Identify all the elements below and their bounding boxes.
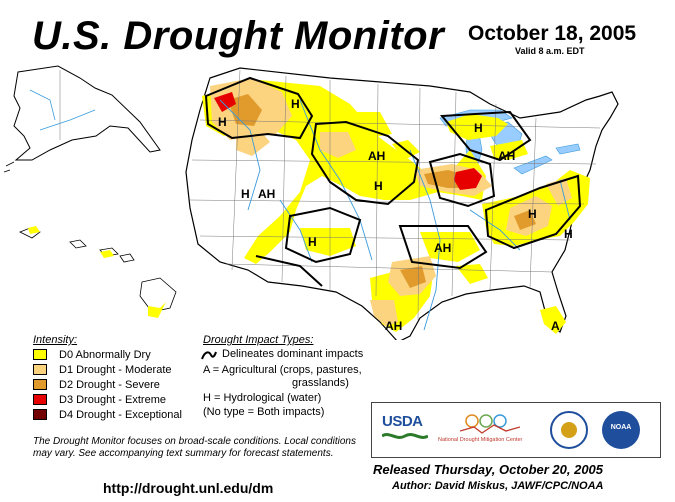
intensity-legend-title: Intensity:: [33, 334, 78, 346]
impact-type-both: (No type = Both impacts): [203, 406, 325, 418]
legend-swatch: [33, 409, 47, 420]
partner-logos: USDA National Drought Mitigation Center …: [371, 402, 661, 458]
ndmc-logo: National Drought Mitigation Center: [438, 411, 538, 451]
lake-erie: [513, 155, 553, 175]
impact-label: H: [564, 227, 573, 241]
legend-label: D4 Drought - Exceptional: [59, 408, 182, 421]
impact-label: H: [374, 179, 383, 193]
rivers: [219, 99, 571, 331]
noaa-logo: NOAA: [602, 411, 640, 449]
usda-logo: USDA: [382, 413, 428, 445]
lake-ontario: [555, 143, 581, 155]
impact-label: H: [241, 187, 250, 201]
disclaimer-note: The Drought Monitor focuses on broad-sca…: [33, 436, 356, 459]
release-date: Released Thursday, October 20, 2005: [373, 462, 604, 477]
d3-regions: [214, 92, 482, 190]
impact-label: H: [474, 121, 483, 135]
impact-label: AH: [385, 319, 402, 333]
map-date: October 18, 2005: [468, 22, 637, 45]
impact-line-icon: [201, 351, 217, 360]
legend-label: D2 Drought - Severe: [59, 378, 160, 391]
legend-swatch: [33, 364, 47, 375]
legend-swatch: [33, 379, 47, 390]
map-title: U.S. Drought Monitor: [32, 14, 445, 58]
legend-item-d3: D3 Drought - Extreme: [33, 393, 166, 406]
drought-map: H H H AH AH H AH H H AH AH H A H: [3, 65, 619, 340]
valid-time: Valid 8 a.m. EDT: [515, 46, 585, 56]
impact-label: H: [308, 235, 317, 249]
legend-label: D3 Drought - Extreme: [59, 393, 166, 406]
impact-label: A: [551, 319, 560, 333]
impact-type-hydrological: H = Hydrological (water): [203, 392, 322, 404]
impact-label: H: [291, 97, 300, 111]
impact-label: AH: [258, 187, 275, 201]
website-url[interactable]: http://drought.unl.edu/dm: [103, 480, 274, 496]
legend-swatch: [33, 394, 47, 405]
legend-item-d2: D2 Drought - Severe: [33, 378, 160, 391]
legend-item-d1: D1 Drought - Moderate: [33, 363, 172, 376]
legend-label: D1 Drought - Moderate: [59, 363, 172, 376]
legend-item-d0: D0 Abnormally Dry: [33, 348, 151, 361]
impact-label: AH: [498, 149, 515, 163]
impact-line-desc: Delineates dominant impacts: [222, 348, 364, 360]
tree-icon: [460, 414, 520, 434]
impact-label: H: [218, 115, 227, 129]
legend-swatch: [33, 349, 47, 360]
commerce-seal-icon: [550, 411, 588, 449]
legend-item-d4: D4 Drought - Exceptional: [33, 408, 182, 421]
hawaii-islands: [19, 227, 177, 313]
impact-type-agricultural-cont: grasslands): [292, 377, 349, 389]
legend-label: D0 Abnormally Dry: [59, 348, 151, 361]
impact-label: AH: [434, 241, 451, 255]
impact-type-agricultural: A = Agricultural (crops, pastures,: [203, 364, 362, 376]
impact-boundaries: [204, 76, 582, 287]
state-borders: [189, 69, 601, 321]
impact-label: H: [528, 207, 537, 221]
impact-legend-title: Drought Impact Types:: [203, 334, 314, 346]
author-credit: Author: David Miskus, JAWF/CPC/NOAA: [392, 480, 604, 492]
impact-label: AH: [368, 149, 385, 163]
